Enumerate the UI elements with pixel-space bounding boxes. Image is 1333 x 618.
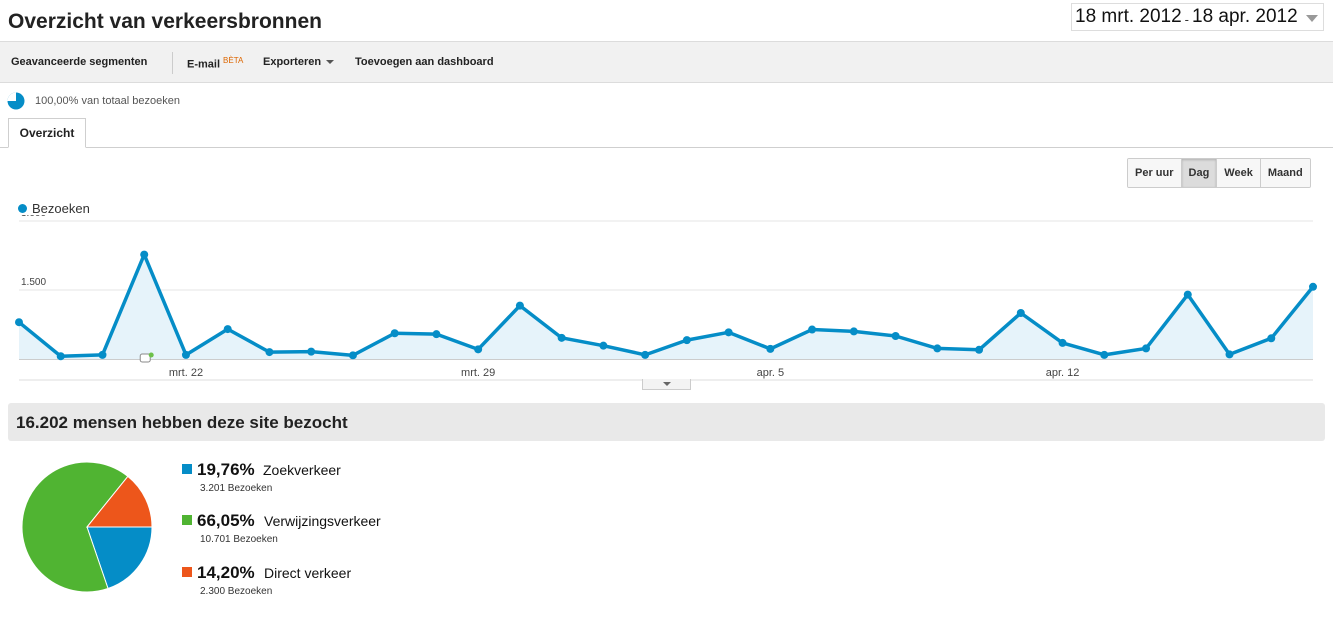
source-visits: 3.201 Bezoeken: [200, 483, 273, 494]
export-label: Exporteren: [263, 56, 322, 68]
legend-swatch: [182, 515, 192, 525]
granularity-toggle: Per uur Dag Week Maand: [1127, 158, 1311, 188]
date-separator: -: [1184, 11, 1190, 27]
collapse-chart-icon: [663, 382, 671, 386]
data-point: [390, 329, 399, 338]
data-point: [181, 350, 190, 359]
add-to-dashboard-button[interactable]: Toevoegen aan dashboard: [355, 56, 494, 68]
data-point: [223, 325, 232, 334]
data-point: [682, 336, 691, 345]
legend-swatch: [182, 567, 192, 577]
date-range-picker[interactable]: 18 mrt. 2012 - 18 apr. 2012: [1071, 3, 1324, 31]
tab-divider: [0, 147, 1333, 148]
data-point: [557, 333, 566, 342]
data-point: [15, 318, 23, 327]
x-tick-label: apr. 5: [757, 367, 785, 379]
advanced-segments-button[interactable]: Geavanceerde segmenten: [11, 56, 148, 68]
data-point: [348, 351, 357, 360]
data-point: [641, 350, 650, 359]
data-point: [1309, 282, 1317, 291]
legend-marker-icon: [18, 204, 27, 213]
day-button[interactable]: Dag: [1180, 159, 1217, 187]
visits-line-chart: 1.500 3.000 mrt. 22 mrt. 29 apr. 5 apr. 12: [15, 215, 1317, 381]
x-tick-label: mrt. 22: [169, 367, 203, 379]
date-start: 18 mrt. 2012: [1075, 6, 1182, 27]
source-name[interactable]: Direct verkeer: [264, 565, 352, 581]
data-point: [1016, 309, 1025, 317]
export-button[interactable]: Exporteren: [263, 56, 335, 68]
legend-label[interactable]: Bezoeken: [32, 201, 90, 216]
date-end: 18 apr. 2012: [1192, 6, 1298, 27]
page-title: Overzicht van verkeersbronnen: [8, 10, 322, 33]
data-point: [724, 328, 733, 337]
data-point: [933, 344, 942, 353]
data-point: [140, 250, 149, 259]
data-point: [432, 330, 441, 339]
data-point: [307, 347, 316, 356]
data-point: [1267, 334, 1276, 343]
email-button[interactable]: E-mail BÈTA: [187, 56, 243, 71]
annotation-icon[interactable]: [139, 352, 154, 363]
data-point: [891, 332, 900, 340]
per-hour-button[interactable]: Per uur: [1128, 159, 1181, 187]
data-point: [56, 352, 65, 361]
dropdown-arrow-icon: [326, 60, 335, 65]
data-point: [1142, 344, 1151, 353]
data-point: [766, 344, 775, 353]
data-point: [1183, 290, 1192, 299]
beta-badge: BÈTA: [223, 56, 244, 65]
y-tick-label: 3.000: [21, 215, 46, 219]
source-visits: 10.701 Bezoeken: [200, 534, 278, 545]
source-name[interactable]: Verwijzingsverkeer: [264, 513, 381, 529]
toolbar-divider: [172, 52, 173, 74]
segment-label: 100,00% van totaal bezoeken: [35, 95, 180, 107]
data-point: [265, 348, 274, 357]
data-point: [474, 345, 483, 354]
email-label: E-mail: [187, 58, 221, 71]
pie-segment-icon[interactable]: [7, 92, 25, 110]
tab-overzicht[interactable]: Overzicht: [8, 118, 86, 148]
pie-slice[interactable]: [85, 475, 153, 528]
chevron-down-icon[interactable]: [1306, 15, 1318, 22]
data-point: [98, 350, 107, 359]
toolbar: Geavanceerde segmenten E-mail BÈTA Export…: [0, 41, 1333, 83]
data-point: [515, 301, 524, 310]
pie-slice[interactable]: [21, 461, 129, 593]
x-tick-label: mrt. 29: [461, 367, 495, 379]
week-button[interactable]: Week: [1216, 159, 1260, 187]
data-point: [1225, 350, 1234, 359]
data-point: [1058, 338, 1067, 347]
source-pct: 66,05%: [197, 511, 255, 530]
data-point: [1100, 350, 1109, 359]
data-point: [808, 325, 817, 334]
area-fill: [19, 254, 1313, 359]
summary-text: 16.202 mensen hebben deze site bezocht: [16, 413, 348, 432]
traffic-sources-pie: [21, 461, 153, 593]
summary-bar: 16.202 mensen hebben deze site bezocht: [8, 403, 1325, 441]
source-visits: 2.300 Bezoeken: [200, 586, 273, 597]
month-button[interactable]: Maand: [1259, 159, 1310, 187]
source-name[interactable]: Zoekverkeer: [263, 462, 341, 478]
data-point: [849, 327, 858, 336]
y-tick-label: 1.500: [21, 277, 46, 288]
data-point: [975, 345, 984, 354]
collapse-chart-button[interactable]: [642, 379, 691, 390]
source-pct: 14,20%: [197, 563, 255, 582]
x-tick-label: apr. 12: [1046, 367, 1080, 379]
series-line: [17, 252, 1315, 358]
source-pct: 19,76%: [197, 460, 255, 479]
legend-swatch: [182, 464, 192, 474]
data-point: [599, 341, 608, 350]
